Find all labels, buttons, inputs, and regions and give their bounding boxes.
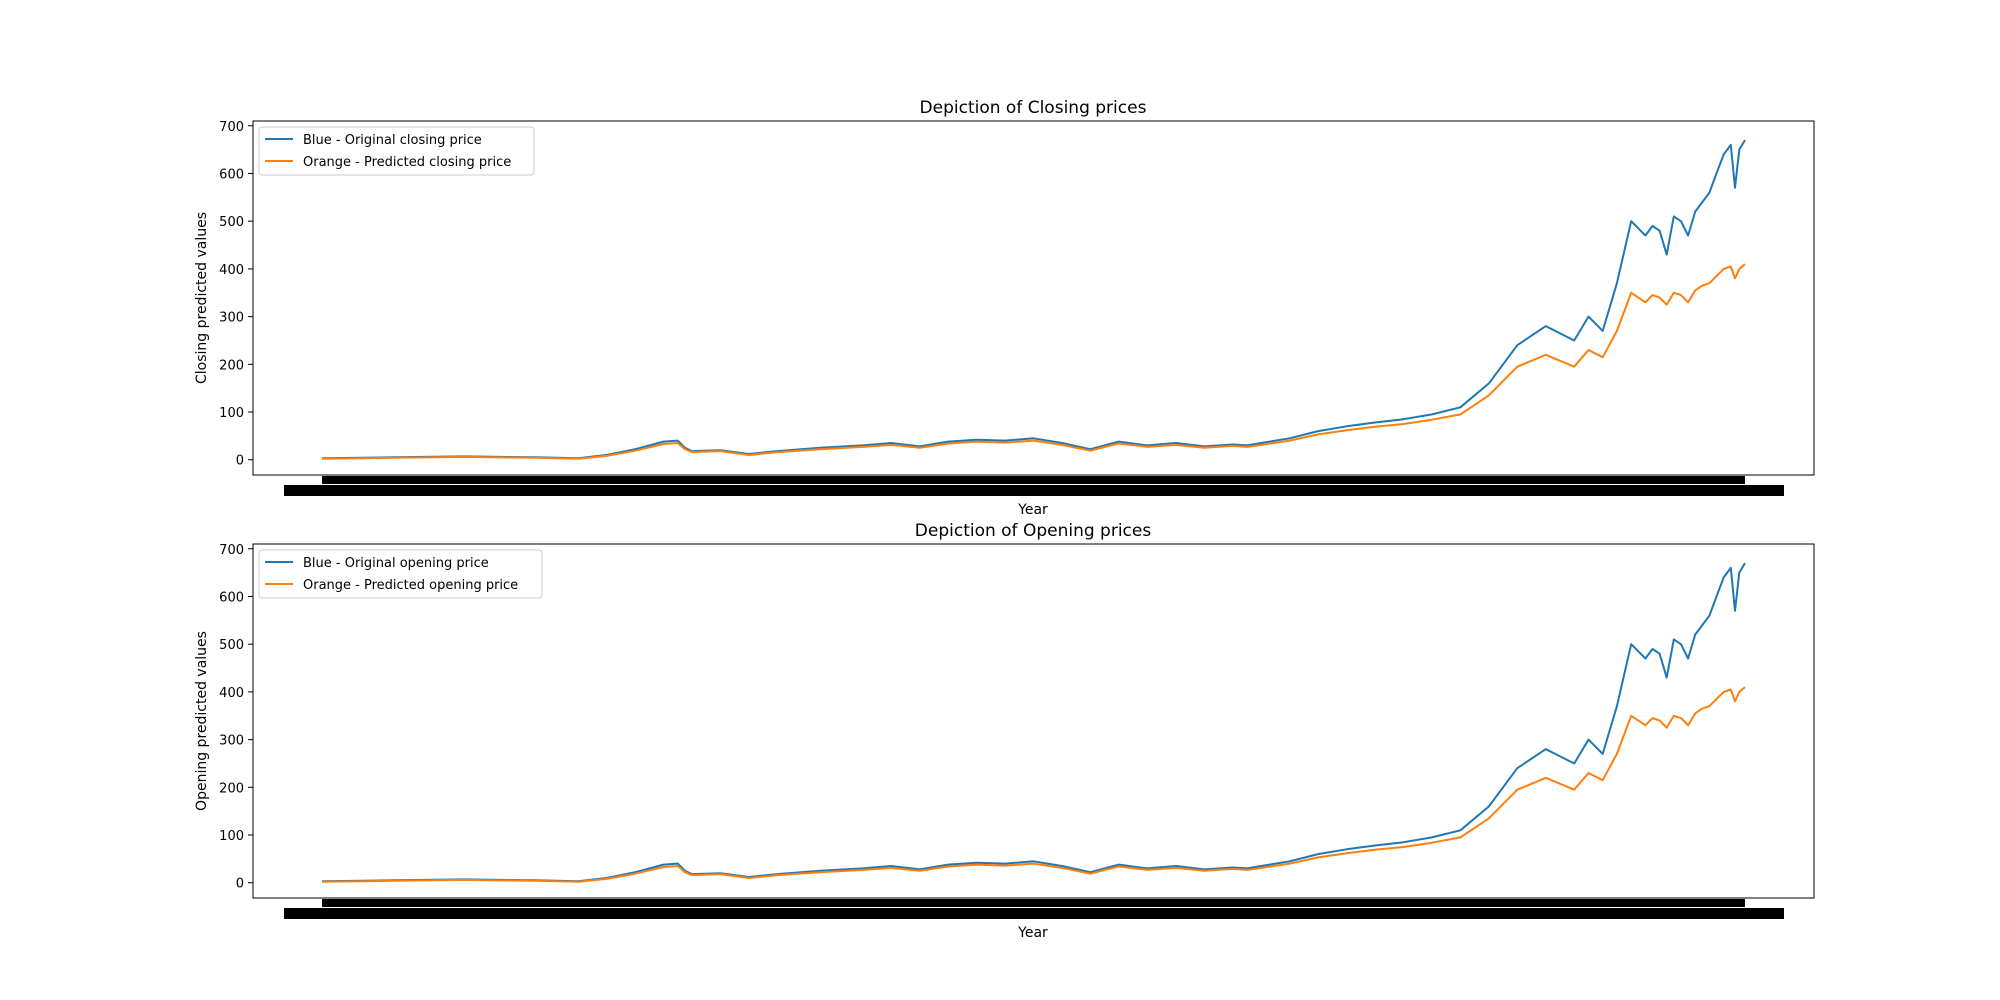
y-tick-label-6: 600 — [219, 590, 244, 605]
chart-title: Depiction of Closing prices — [920, 98, 1147, 118]
series-line-0 — [321, 139, 1746, 460]
x-tick-band — [284, 476, 1784, 496]
y-tick-label-5: 500 — [219, 215, 244, 230]
plot-area — [252, 543, 1815, 899]
series-line-1 — [321, 686, 1746, 883]
series-lines — [321, 562, 1746, 883]
y-tick-label-4: 400 — [219, 263, 244, 278]
series-lines — [321, 139, 1746, 460]
y-tick-label-7: 700 — [219, 543, 244, 558]
chart-closing: Depiction of Closing prices 0 100 200 300 40… — [194, 98, 1815, 518]
chart-title: Depiction of Opening prices — [915, 521, 1152, 541]
plot-area — [252, 120, 1815, 476]
legend: Blue - Original opening price Orange - P… — [258, 549, 543, 599]
legend-entry-0: Blue - Original opening price — [303, 556, 489, 571]
series-line-1 — [321, 263, 1746, 460]
y-tick-label-1: 100 — [219, 829, 244, 844]
x-axis-label: Year — [1017, 925, 1048, 941]
y-axis: 0 100 200 300 400 500 600 700 — [219, 543, 253, 892]
y-tick-label-2: 200 — [219, 358, 244, 373]
y-tick-label-0: 0 — [236, 454, 244, 469]
y-axis-label: Closing predicted values — [194, 212, 210, 384]
series-line-0 — [321, 562, 1746, 883]
y-tick-label-3: 300 — [219, 734, 244, 749]
legend-entry-1: Orange - Predicted closing price — [303, 155, 511, 170]
y-tick-label-5: 500 — [219, 638, 244, 653]
y-tick-label-0: 0 — [236, 877, 244, 892]
legend-entry-1: Orange - Predicted opening price — [303, 578, 518, 593]
legend-box — [258, 126, 535, 176]
y-tick-label-2: 200 — [219, 781, 244, 796]
chart-opening: Depiction of Opening prices 0 100 200 300 40… — [194, 521, 1815, 941]
x-axis-label: Year — [1017, 502, 1048, 518]
y-tick-label-3: 300 — [219, 311, 244, 326]
y-tick-label-1: 100 — [219, 406, 244, 421]
y-tick-label-7: 700 — [219, 120, 244, 135]
legend-box — [258, 549, 543, 599]
y-tick-label-6: 600 — [219, 167, 244, 182]
y-tick-label-4: 400 — [219, 686, 244, 701]
x-tick-labels-overlap — [284, 485, 1784, 496]
legend: Blue - Original closing price Orange - P… — [258, 126, 535, 176]
x-tick-band — [284, 899, 1784, 919]
y-axis-label: Opening predicted values — [194, 631, 210, 811]
y-axis: 0 100 200 300 400 500 600 700 — [219, 120, 253, 469]
x-tick-labels-overlap — [284, 908, 1784, 919]
legend-entry-0: Blue - Original closing price — [303, 133, 482, 148]
